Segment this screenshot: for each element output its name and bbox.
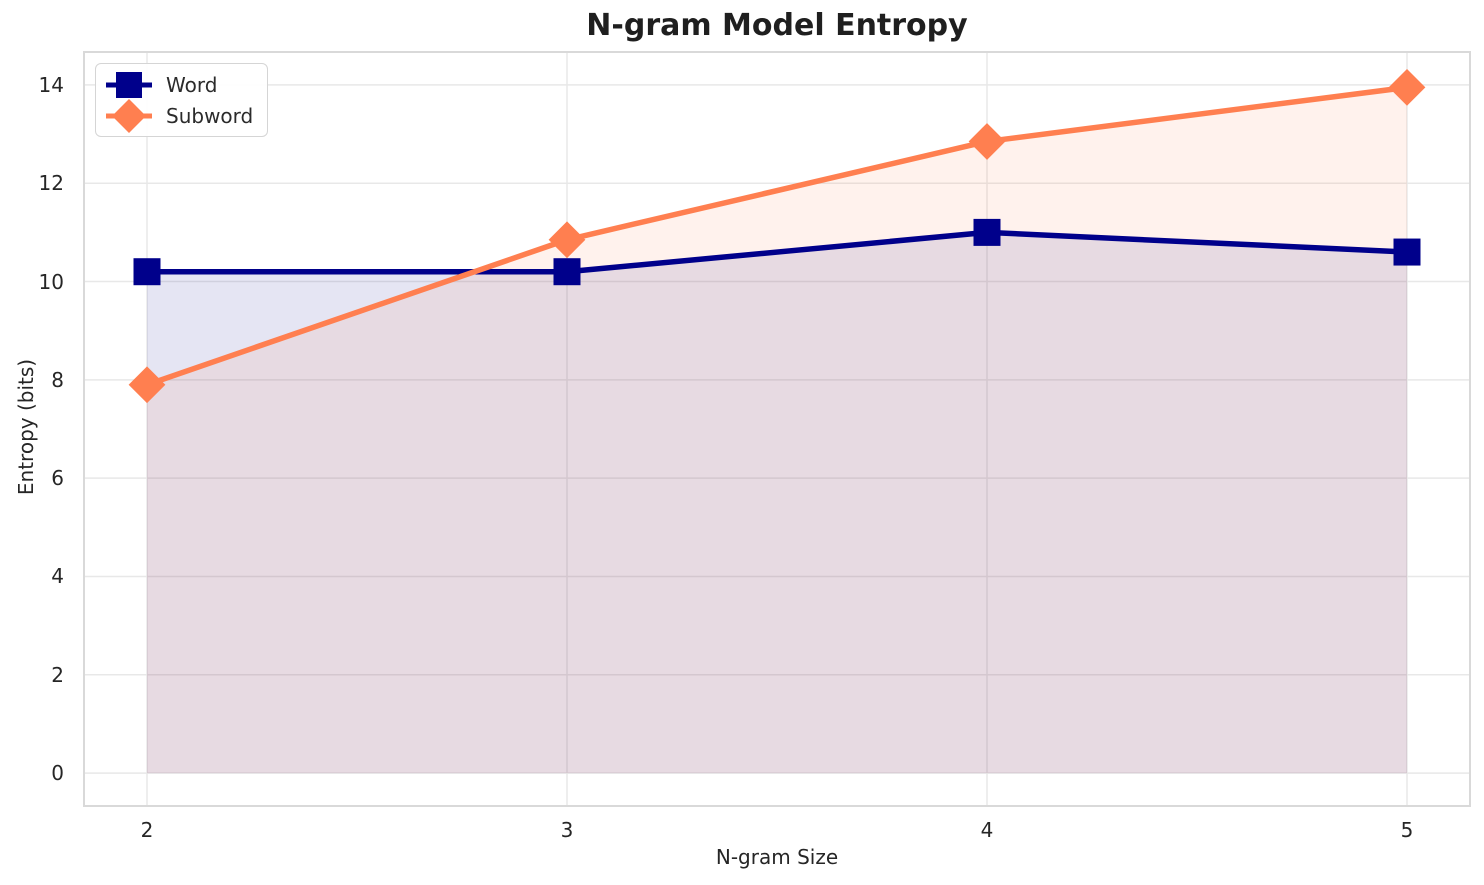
chart-title: N-gram Model Entropy xyxy=(586,8,968,43)
y-tick-label: 8 xyxy=(51,367,64,392)
word-marker xyxy=(973,218,1001,246)
y-tick-label: 0 xyxy=(51,761,64,786)
y-tick-label: 4 xyxy=(51,564,64,589)
y-tick-label: 10 xyxy=(38,269,64,294)
y-axis-label: Entropy (bits) xyxy=(14,358,38,496)
legend-item-subword: Subword xyxy=(104,98,254,133)
plot-border xyxy=(83,51,1471,807)
word-marker xyxy=(133,258,161,286)
y-tick-label: 14 xyxy=(38,72,64,97)
x-axis-label: N-gram Size xyxy=(715,845,839,869)
word-marker xyxy=(553,258,581,286)
legend-item-word: Word xyxy=(104,69,253,100)
subword-area-fill xyxy=(147,87,1407,774)
legend: Word Subword xyxy=(95,63,269,137)
subword-marker xyxy=(548,221,586,259)
word-marker xyxy=(1393,238,1421,266)
subword-marker xyxy=(1388,69,1426,106)
x-tick-label: 5 xyxy=(1400,818,1414,842)
y-tick-label: 2 xyxy=(51,662,64,687)
x-tick-label: 4 xyxy=(980,818,994,842)
subword-marker xyxy=(128,366,166,404)
word-line xyxy=(147,229,1408,275)
word-area-fill xyxy=(147,232,1407,774)
legend-label-subword: Subword xyxy=(166,103,254,128)
y-tick-label: 6 xyxy=(51,466,64,491)
x-tick-label: 2 xyxy=(140,818,154,842)
word-line-marker-icon xyxy=(106,71,152,98)
legend-label-word: Word xyxy=(166,72,218,97)
y-tick-label: 12 xyxy=(38,171,64,196)
subword-line xyxy=(146,84,1408,388)
subword-marker xyxy=(968,123,1006,160)
subword-line-marker-icon xyxy=(106,98,152,133)
x-tick-label: 3 xyxy=(560,818,574,842)
